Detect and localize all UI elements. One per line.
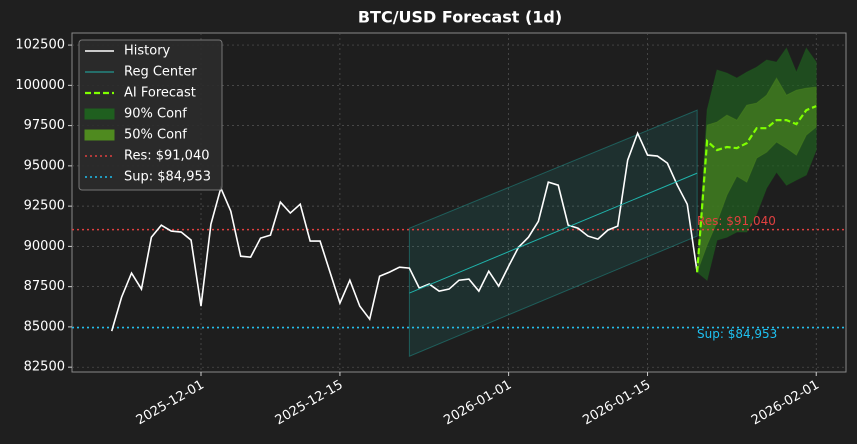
legend-label: History — [124, 44, 171, 59]
legend-label: 90% Conf — [124, 107, 187, 122]
y-tick-label: 95000 — [24, 158, 65, 173]
series-line — [110, 131, 698, 332]
legend-label: 50% Conf — [124, 128, 187, 143]
series-line — [696, 105, 817, 273]
series-line — [409, 172, 698, 294]
legend-label: Res: $91,040 — [124, 149, 210, 164]
legend-label: AI Forecast — [124, 86, 196, 101]
y-tick-label: 90000 — [24, 239, 65, 254]
y-tick-label: 82500 — [24, 360, 65, 375]
legend-label: Reg Center — [124, 65, 197, 80]
y-tick-label: 100000 — [15, 78, 65, 93]
y-tick-label: 97500 — [24, 118, 65, 133]
legend-label: Sup: $84,953 — [124, 170, 211, 185]
y-tick-label: 87500 — [24, 279, 65, 294]
y-tick-label: 92500 — [24, 199, 65, 214]
y-tick-label: 85000 — [24, 319, 65, 334]
legend-swatch — [84, 108, 115, 120]
level-label: Res: $91,040 — [697, 214, 776, 228]
legend-swatch — [84, 129, 115, 141]
chart-title: BTC/USD Forecast (1d) — [358, 8, 562, 27]
legend-box — [78, 39, 223, 191]
level-label: Sup: $84,953 — [697, 327, 777, 341]
y-tick-label: 102500 — [15, 38, 65, 53]
legend: History Reg Center AI Forecast 90% Conf 50% … — [78, 39, 223, 191]
